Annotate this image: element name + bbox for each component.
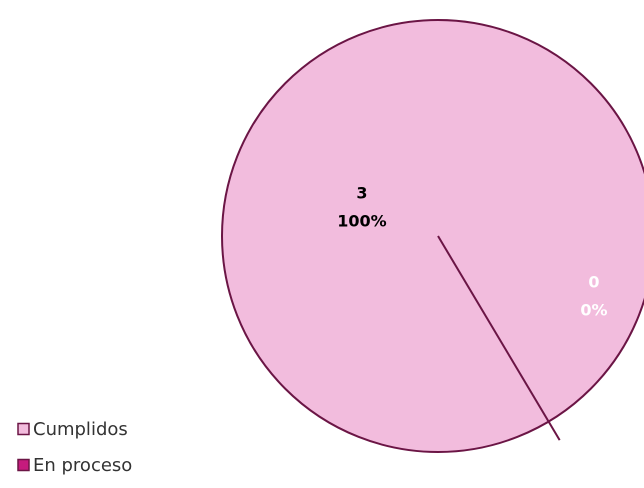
pie-slice bbox=[437, 235, 561, 441]
legend-label: En proceso bbox=[33, 455, 132, 476]
data-label: 0% bbox=[580, 301, 607, 320]
data-label: 0 bbox=[588, 273, 599, 292]
legend-swatch bbox=[17, 458, 30, 472]
legend-swatch bbox=[17, 422, 30, 436]
data-label: 3 bbox=[356, 184, 367, 203]
data-label: 100% bbox=[337, 212, 386, 231]
legend-label: Cumplidos bbox=[33, 419, 128, 440]
pie-slice bbox=[221, 19, 644, 453]
